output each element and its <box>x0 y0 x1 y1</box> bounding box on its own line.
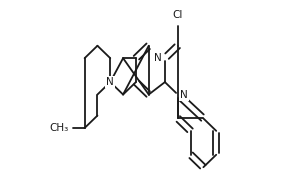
Text: N: N <box>106 77 114 87</box>
Text: CH₃: CH₃ <box>50 123 69 133</box>
Text: N: N <box>181 89 188 100</box>
Text: N: N <box>154 53 162 63</box>
Text: Cl: Cl <box>173 10 183 20</box>
